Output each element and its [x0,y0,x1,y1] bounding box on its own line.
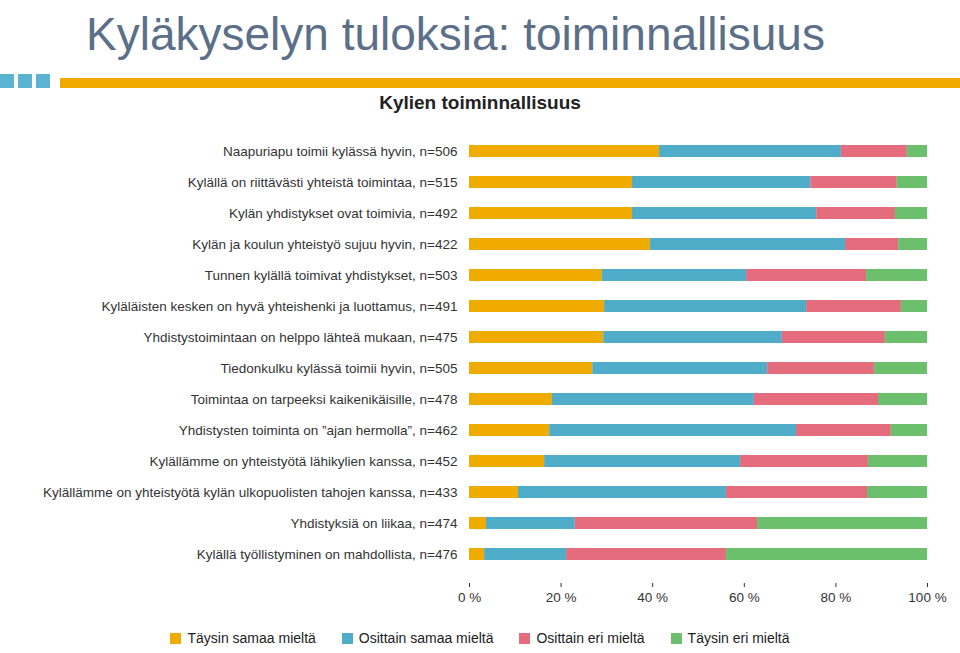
svg-text:Kylän ja koulun yhteistyö suju: Kylän ja koulun yhteistyö sujuu hyvin, n… [192,237,457,252]
svg-text:Tunnen kylällä toimivat yhdist: Tunnen kylällä toimivat yhdistykset, n=5… [205,268,458,283]
svg-text:20 %: 20 % [546,590,577,605]
svg-text:Yhdistyksiä on liikaa, n=474: Yhdistyksiä on liikaa, n=474 [291,516,458,531]
svg-text:Tiedonkulku kylässä toimii hyv: Tiedonkulku kylässä toimii hyvin, n=505 [221,361,458,376]
svg-text:Toimintaa on tarpeeksi kaikeni: Toimintaa on tarpeeksi kaikenikäisille, … [191,392,458,407]
html-text:Täysin eri mieltä: Täysin eri mieltä [687,630,790,646]
svg-text:Yhdistystoimintaan on helppo l: Yhdistystoimintaan on helppo lähteä muka… [143,330,457,345]
svg-text:Kylällämme on yhteistyötä kylä: Kylällämme on yhteistyötä kylän ulkopuol… [43,485,458,500]
svg-text:Yhdistysten toiminta on ”ajan: Yhdistysten toiminta on ”ajan hermolla”,… [179,423,458,438]
svg-text:Naapuriapu toimii kylässä hyvi: Naapuriapu toimii kylässä hyvin, n=506 [223,144,458,159]
svg-text:40 %: 40 % [637,590,668,605]
svg-text:80 %: 80 % [821,590,852,605]
svg-text:Kylällämme on yhteistyötä lähi: Kylällämme on yhteistyötä lähikylien kan… [149,454,457,469]
html-text:Osittain eri mieltä: Osittain eri mieltä [536,630,645,646]
html-text:Kyläkyselyn tuloksia: toiminna: Kyläkyselyn tuloksia: toiminnallisuus [86,8,825,60]
svg-text:Kylällä on riittävästi yhteist: Kylällä on riittävästi yhteistä toiminta… [188,175,458,190]
svg-text:Kylällä työllistyminen on mahd: Kylällä työllistyminen on mahdollista, n… [197,547,458,562]
html-text:Täysin samaa mieltä: Täysin samaa mieltä [187,630,316,646]
html-text:Kylien toiminnallisuus: Kylien toiminnallisuus [379,92,581,113]
svg-text:Kylän yhdistykset ovat toimivi: Kylän yhdistykset ovat toimivia, n=492 [229,206,458,221]
svg-text:Kyläläisten kesken on hyvä yht: Kyläläisten kesken on hyvä yhteishenki j… [101,299,457,314]
svg-text:60 %: 60 % [729,590,760,605]
html-text:Osittain samaa mieltä: Osittain samaa mieltä [358,630,494,646]
svg-text:0 %: 0 % [458,590,481,605]
svg-text:100 %: 100 % [908,590,946,605]
